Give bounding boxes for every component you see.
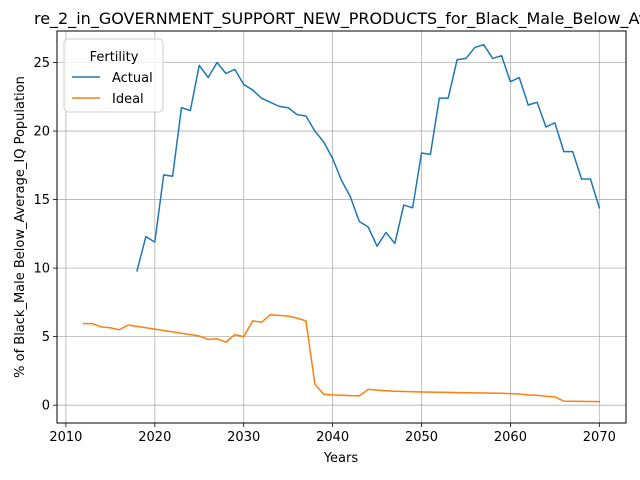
legend-title: Fertility	[90, 50, 139, 65]
x-tick-label: 2050	[405, 430, 438, 445]
y-tick-label: 0	[42, 399, 50, 414]
series-line-ideal	[82, 313, 601, 403]
legend-box	[63, 38, 164, 113]
chart-title: re_2_in_GOVERNMENT_SUPPORT_NEW_PRODUCTS_…	[34, 9, 640, 29]
plot-frame	[56, 30, 627, 424]
x-tick-label: 2030	[227, 430, 260, 445]
x-tick-label: 2070	[583, 430, 616, 445]
x-tick-label: 2060	[494, 430, 527, 445]
grid-lines	[57, 31, 626, 423]
y-axis-label: % of Black_Male Below_Average_IQ Populat…	[13, 76, 28, 378]
y-tick-label: 10	[33, 262, 50, 277]
y-tick-label: 25	[33, 56, 50, 71]
x-tick-label: 2040	[316, 430, 349, 445]
y-tick-label: 5	[42, 330, 50, 345]
y-tick-label: 20	[33, 125, 50, 140]
x-axis: 2010 2020 2030 2040 2050 2060 2070	[49, 423, 616, 445]
y-tick-label: 15	[33, 193, 50, 208]
x-tick-label: 2020	[138, 430, 171, 445]
legend-label-ideal: Ideal	[112, 92, 144, 107]
x-tick-label: 2010	[49, 430, 82, 445]
legend-label-actual: Actual	[112, 71, 153, 86]
x-axis-label: Years	[323, 451, 359, 466]
y-axis: 0 5 10 15 20 25	[33, 56, 57, 414]
series-line-actual	[136, 43, 601, 272]
data-series	[82, 43, 601, 403]
legend: Fertility Actual Ideal	[63, 38, 164, 113]
